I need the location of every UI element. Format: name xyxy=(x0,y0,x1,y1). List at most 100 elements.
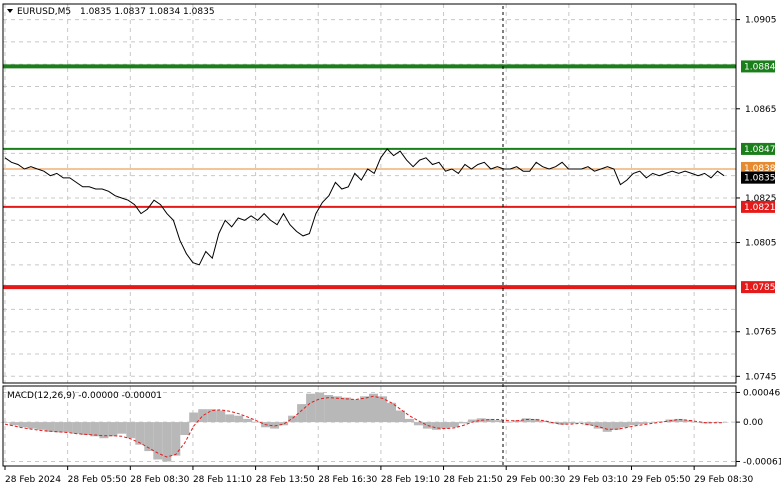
time-tick-label: 28 Feb 2024 xyxy=(5,475,61,485)
macd-histogram-bar xyxy=(27,422,37,429)
macd-histogram-bar xyxy=(270,422,280,429)
support-level-tag-bg xyxy=(741,200,775,213)
macd-histogram-bar xyxy=(126,422,136,439)
macd-histogram-bar xyxy=(135,422,145,445)
macd-histogram-bar xyxy=(207,409,217,423)
macd-histogram-bar xyxy=(216,410,226,423)
macd-histogram-bar xyxy=(324,395,334,423)
macd-histogram-bar xyxy=(566,422,576,424)
macd-histogram-bar xyxy=(360,396,369,423)
macd-histogram-bar xyxy=(638,422,648,424)
macd-histogram-bar xyxy=(9,422,19,426)
time-tick-label: 28 Feb 16:30 xyxy=(318,475,377,485)
macd-histogram-bar xyxy=(90,422,100,437)
time-tick-label: 29 Feb 00:30 xyxy=(506,475,565,485)
macd-histogram-bar xyxy=(117,422,127,434)
macd-histogram-bar xyxy=(81,422,91,435)
macd-tick-label: 0.00046 xyxy=(743,388,780,398)
macd-histogram xyxy=(0,392,729,462)
macd-histogram-bar xyxy=(674,418,684,423)
macd-histogram-bar xyxy=(162,422,172,462)
macd-histogram-bar xyxy=(288,415,298,423)
symbol-label: EURUSD,M5 xyxy=(17,7,71,17)
macd-histogram-bar xyxy=(485,418,495,423)
ohlc-values: 1.0835 1.0837 1.0834 1.0835 xyxy=(80,7,215,17)
resistance-level-tag-bg xyxy=(741,60,775,73)
macd-histogram-bar xyxy=(584,422,594,426)
macd-histogram-bar xyxy=(503,422,513,423)
time-tick-label: 29 Feb 05:50 xyxy=(631,475,690,485)
price-tick-label: 1.0825 xyxy=(745,194,777,204)
macd-histogram-bar xyxy=(467,419,477,423)
macd-tick-label: 0.00 xyxy=(743,418,763,428)
macd-signal-line xyxy=(4,395,724,458)
macd-histogram-bar xyxy=(36,422,46,430)
macd-histogram-bar xyxy=(144,422,154,452)
macd-histogram-bar xyxy=(422,422,432,429)
resistance-level-tag: 1.0847 xyxy=(744,145,776,155)
time-tick-label: 28 Feb 11:10 xyxy=(193,475,252,485)
macd-histogram-bar xyxy=(602,422,612,432)
price-tick-label: 1.0865 xyxy=(745,105,777,115)
macd-histogram-bar xyxy=(647,422,657,423)
macd-histogram-bar xyxy=(198,409,208,423)
macd-histogram-bar xyxy=(575,422,585,423)
macd-histogram-bar xyxy=(54,422,64,433)
price-tick-label: 1.0805 xyxy=(745,239,777,249)
current-price-tag-bg xyxy=(741,171,775,184)
macd-tick-label: -0.00061 xyxy=(743,457,781,467)
macd-histogram-bar xyxy=(243,418,253,423)
time-axis: 28 Feb 2024 28 Feb 05:50 28 Feb 08:30 28 Fe… xyxy=(4,466,753,485)
macd-histogram-bar xyxy=(234,415,244,423)
macd-histogram-bar xyxy=(342,397,351,423)
macd-histogram-bar xyxy=(629,422,639,426)
macd-histogram-bar xyxy=(315,392,325,423)
price-tick-label: 1.0765 xyxy=(745,328,777,338)
chevron-down-icon[interactable] xyxy=(7,9,13,13)
resistance-level-tag-bg xyxy=(741,142,775,155)
macd-histogram-bar xyxy=(396,410,405,423)
macd-histogram-bar xyxy=(521,418,531,423)
macd-histogram-bar xyxy=(494,420,504,423)
macd-histogram-bar xyxy=(180,422,190,435)
time-tick-label: 28 Feb 05:50 xyxy=(68,475,127,485)
bid-price-tag: 1.0838 xyxy=(744,164,776,174)
support-level-tag: 1.0785 xyxy=(744,283,776,293)
support-level-tag: 1.0821 xyxy=(744,203,776,213)
time-tick-label: 29 Feb 08:30 xyxy=(694,475,753,485)
macd-histogram-bar xyxy=(252,422,262,423)
resistance-level-tag: 1.0884 xyxy=(744,62,776,72)
price-axis: 1.0905 1.0865 1.0825 1.0805 1.0765 1.0745 xyxy=(736,16,777,382)
macd-histogram-bar xyxy=(620,422,630,428)
main-panel-frame xyxy=(2,3,737,467)
macd-histogram-bar xyxy=(351,399,360,423)
macd-axis: 0.00046 0.00 -0.00061 xyxy=(736,388,781,467)
time-tick-label: 28 Feb 19:10 xyxy=(381,475,440,485)
macd-histogram-bar xyxy=(72,422,82,434)
macd-histogram-bar xyxy=(387,402,396,423)
time-tick-label: 28 Feb 13:50 xyxy=(256,475,315,485)
chart-header: EURUSD,M5 1.0835 1.0837 1.0834 1.0835 xyxy=(7,7,215,17)
macd-histogram-bar xyxy=(449,422,459,428)
macd-histogram-bar xyxy=(0,422,10,423)
macd-histogram-bar xyxy=(63,422,73,433)
time-tick-label: 28 Feb 21:50 xyxy=(444,475,503,485)
macd-histogram-bar xyxy=(557,422,567,425)
macd-histogram-bar xyxy=(611,422,621,430)
macd-histogram-bar xyxy=(369,393,378,423)
macd-histogram-bar xyxy=(431,422,441,430)
macd-histogram-bar xyxy=(404,418,414,423)
time-tick-label: 28 Feb 08:30 xyxy=(130,475,189,485)
macd-histogram-bar xyxy=(108,422,118,437)
macd-histogram-bar xyxy=(171,422,181,456)
macd-histogram-bar xyxy=(333,396,342,423)
macd-histogram-bar xyxy=(297,404,307,423)
macd-histogram-bar xyxy=(378,396,387,423)
macd-label: MACD(12,26,9) -0.00000 -0.00001 xyxy=(7,391,162,401)
macd-histogram-bar xyxy=(539,420,549,423)
macd-histogram-bar xyxy=(306,393,316,423)
macd-histogram-bar xyxy=(279,422,289,426)
current-price-tag: 1.0835 xyxy=(744,174,776,184)
